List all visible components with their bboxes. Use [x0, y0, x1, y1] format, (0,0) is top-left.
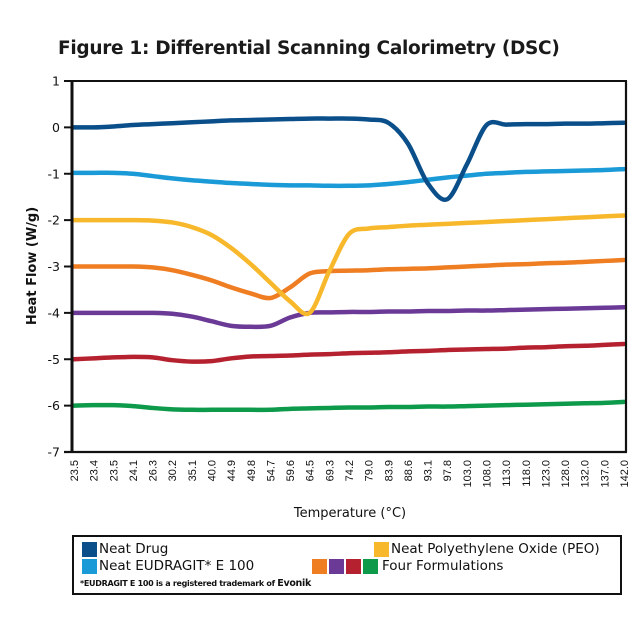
x-tick-label: 26.3 [148, 460, 160, 481]
chart-title: Figure 1: Differential Scanning Calorime… [58, 38, 560, 59]
x-tick-label: 23.5 [108, 460, 120, 481]
series-line-formulation-3 [71, 341, 627, 364]
x-tick-label: 64.5 [305, 460, 317, 481]
series-line-neat-drug [71, 116, 627, 202]
y-tick-label: -5 [48, 352, 60, 367]
trademark-footnote: *EUDRAGIT E 100 is a registered trademar… [80, 578, 311, 589]
x-tick-label: 69.3 [324, 460, 336, 481]
x-tick-label: 54.7 [265, 460, 277, 481]
x-tick-label: 40.0 [207, 460, 219, 481]
x-tick-label: 23.4 [89, 460, 101, 481]
series-line-formulation-2 [71, 305, 627, 330]
y-axis-title: Heat Flow (W/g) [25, 207, 40, 325]
x-tick-label: 24.1 [128, 460, 140, 481]
x-tick-label: 23.5 [69, 460, 81, 481]
x-tick-label: 142.0 [619, 460, 631, 488]
legend-swatch [82, 558, 97, 574]
x-tick-label: 30.2 [167, 460, 179, 481]
y-tick-label: -6 [48, 398, 61, 413]
x-tick-label: 128.0 [560, 460, 572, 488]
series-layer [71, 116, 627, 413]
legend-label: Four Formulations [382, 558, 504, 574]
series-line-neat-eudragit-e-100 [71, 166, 627, 189]
footnote-brand: Evonik [277, 578, 311, 589]
legend-label: Neat Polyethylene Oxide (PEO) [391, 541, 600, 557]
series-line-neat-polyethylene-oxide-peo [71, 213, 627, 317]
legend-label: Neat EUDRAGIT* E 100 [99, 558, 255, 574]
x-tick-label: 79.0 [364, 460, 376, 481]
legend-item-four-formulations: Four Formulations [312, 558, 503, 574]
footnote-text: *EUDRAGIT E 100 is a registered trademar… [80, 579, 275, 588]
x-axis-title: Temperature (°C) [293, 506, 406, 521]
legend-item-neat-peo: Neat Polyethylene Oxide (PEO) [374, 541, 600, 557]
x-tick-label: 97.8 [442, 460, 454, 481]
y-tick-label: 1 [52, 74, 60, 89]
x-tick-label: 108.0 [482, 460, 494, 488]
y-tick-label: -3 [48, 259, 60, 274]
legend-swatch-purple [329, 558, 344, 574]
y-tick-label: -2 [48, 213, 60, 228]
legend-item-neat-eudragit: Neat EUDRAGIT* E 100 [82, 558, 254, 574]
legend-item-neat-drug: Neat Drug [82, 541, 168, 557]
y-tick-label: -4 [48, 305, 61, 320]
legend: Neat Drug Neat EUDRAGIT* E 100 Neat Poly… [72, 535, 622, 595]
legend-swatch [82, 541, 97, 557]
y-ticks: 1 0 -1 -2 -3 -4 -5 -6 -7 [48, 74, 72, 460]
x-tick-label: 59.6 [285, 460, 297, 481]
x-tick-label: 123.0 [540, 460, 552, 488]
x-tick-label: 49.8 [246, 460, 258, 481]
x-tick-label: 118.0 [521, 460, 533, 487]
x-tick-label: 74.2 [344, 460, 356, 481]
x-tick-label: 88.6 [403, 460, 415, 481]
x-tick-label: 103.0 [462, 460, 474, 488]
legend-swatch-red [346, 558, 361, 574]
legend-swatch [374, 541, 389, 557]
x-tick-label: 113.0 [501, 460, 513, 487]
legend-swatch-green [363, 558, 378, 574]
x-tick-label: 137.0 [599, 460, 611, 488]
legend-swatch-orange [312, 558, 327, 574]
y-tick-label: -1 [48, 166, 60, 181]
x-tick-label: 44.9 [226, 460, 238, 481]
x-tick-label: 35.1 [187, 460, 199, 481]
y-tick-label: 0 [52, 120, 60, 135]
series-line-formulation-1 [71, 257, 627, 301]
x-tick-label: 132.0 [580, 460, 592, 488]
x-ticks: 23.5 23.4 23.5 24.1 26.3 30.2 35.1 40.0 44.9 49.8… [69, 460, 631, 488]
series-line-formulation-4 [71, 399, 627, 413]
x-tick-label: 93.1 [423, 460, 435, 481]
x-tick-label: 83.9 [383, 460, 395, 481]
legend-label: Neat Drug [99, 541, 169, 557]
y-tick-label: -7 [48, 445, 60, 460]
